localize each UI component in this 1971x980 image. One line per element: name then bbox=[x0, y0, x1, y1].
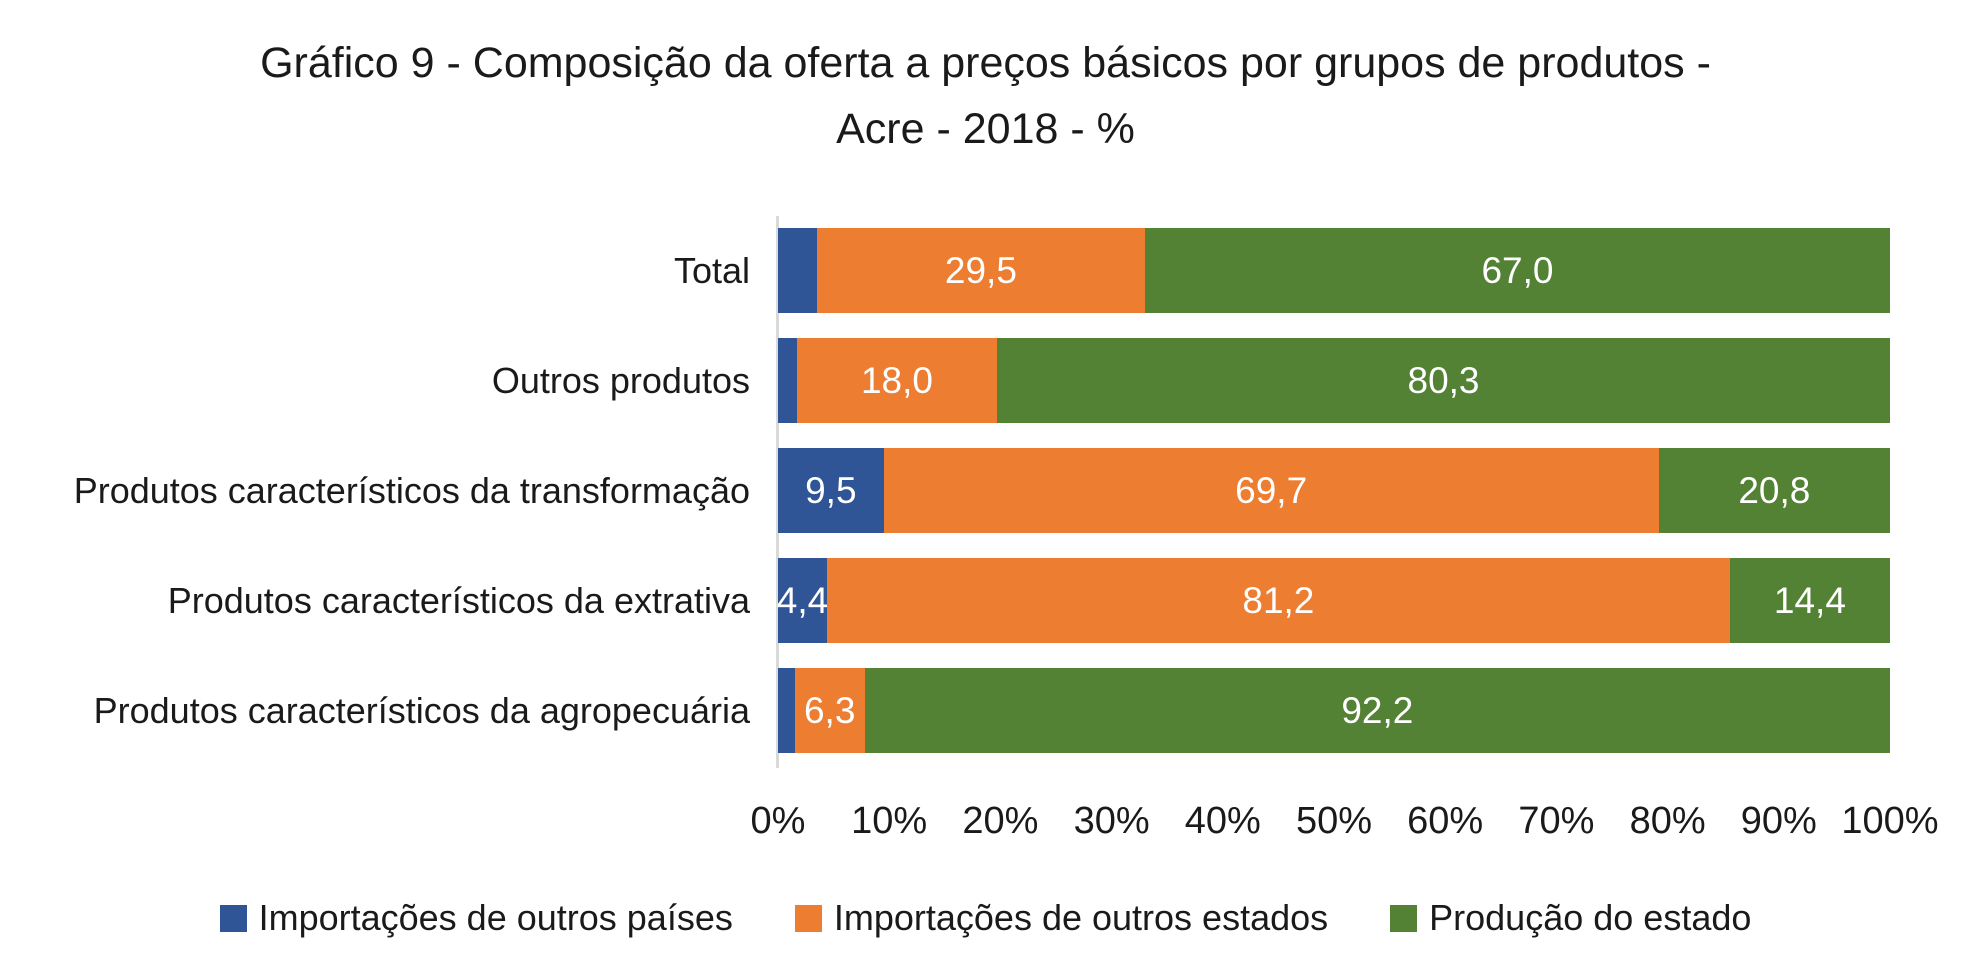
x-axis-tick: 10% bbox=[851, 800, 928, 842]
segment-imports-other-countries: 4,4 bbox=[776, 558, 829, 643]
segment-state-production: 80,3 bbox=[997, 338, 1890, 423]
x-axis-tick: 40% bbox=[1184, 800, 1261, 842]
category-label: Produtos característicos da transformaçã… bbox=[73, 469, 750, 511]
bar-row-transformacao: Produtos característicos da transformaçã… bbox=[0, 448, 1890, 533]
bar-row-agropecuaria: Produtos característicos da agropecuária… bbox=[0, 668, 1890, 753]
x-axis-tick: 90% bbox=[1740, 800, 1817, 842]
stacked-bar: 4,4 81,2 14,4 bbox=[776, 558, 1890, 643]
segment-state-production: 67,0 bbox=[1144, 228, 1890, 313]
plot-area: Total 29,5 67,0 Outros produtos 18,0 80,… bbox=[0, 228, 1890, 778]
segment-imports-other-states: 6,3 bbox=[794, 668, 865, 753]
chart-title-line-1: Gráfico 9 - Composição da oferta a preço… bbox=[260, 39, 1711, 87]
segment-value-label: 80,3 bbox=[1407, 359, 1480, 401]
stacked-bar: 9,5 69,7 20,8 bbox=[778, 448, 1890, 533]
segment-value-label: 81,2 bbox=[1242, 579, 1315, 621]
legend-swatch-blue bbox=[219, 904, 247, 932]
category-label: Total bbox=[673, 249, 750, 291]
x-axis-tick: 70% bbox=[1518, 800, 1595, 842]
segment-value-label: 14,4 bbox=[1773, 579, 1846, 621]
stacked-bar: 29,5 67,0 bbox=[778, 228, 1890, 313]
segment-imports-other-states: 18,0 bbox=[796, 338, 998, 423]
segment-imports-other-countries bbox=[778, 228, 817, 313]
category-label: Outros produtos bbox=[491, 359, 750, 401]
stacked-bar: 6,3 92,2 bbox=[778, 668, 1890, 753]
segment-value-label: 4,4 bbox=[776, 579, 829, 621]
bar-row-outros-produtos: Outros produtos 18,0 80,3 bbox=[0, 338, 1890, 423]
category-label: Produtos característicos da extrativa bbox=[167, 579, 750, 621]
x-axis-tick: 0% bbox=[750, 800, 806, 842]
legend-item-imports-other-states: Importações de outros estados bbox=[794, 897, 1329, 939]
segment-value-label: 69,7 bbox=[1235, 469, 1308, 511]
segment-value-label: 20,8 bbox=[1738, 469, 1811, 511]
y-axis-line bbox=[776, 216, 779, 768]
legend: Importações de outros países Importações… bbox=[0, 897, 1971, 939]
segment-value-label: 18,0 bbox=[860, 359, 933, 401]
segment-imports-other-states: 29,5 bbox=[816, 228, 1145, 313]
segment-value-label: 6,3 bbox=[803, 689, 856, 731]
segment-imports-other-states: 81,2 bbox=[826, 558, 1730, 643]
legend-label: Produção do estado bbox=[1429, 897, 1752, 938]
x-axis-tick: 50% bbox=[1295, 800, 1373, 842]
segment-value-label: 29,5 bbox=[944, 249, 1017, 291]
segment-imports-other-countries: 9,5 bbox=[778, 448, 884, 533]
segment-value-label: 9,5 bbox=[805, 469, 857, 511]
x-axis: 0% 10% 20% 30% 40% 50% 60% 70% 80% 90% 1… bbox=[751, 800, 1939, 846]
legend-swatch-orange bbox=[794, 904, 822, 932]
segment-state-production: 20,8 bbox=[1658, 448, 1890, 533]
x-axis-tick: 100% bbox=[1841, 800, 1939, 842]
category-label: Produtos característicos da agropecuária bbox=[93, 689, 750, 731]
legend-item-imports-other-countries: Importações de outros países bbox=[219, 897, 733, 939]
legend-swatch-green bbox=[1390, 904, 1418, 932]
stacked-bar: 18,0 80,3 bbox=[778, 338, 1890, 423]
x-axis-tick: 60% bbox=[1407, 800, 1484, 842]
segment-imports-other-countries bbox=[778, 668, 795, 753]
segment-value-label: 67,0 bbox=[1481, 249, 1554, 291]
segment-state-production: 92,2 bbox=[864, 668, 1890, 753]
segment-state-production: 14,4 bbox=[1729, 558, 1890, 643]
chart-title: Gráfico 9 - Composição da oferta a preço… bbox=[0, 30, 1971, 162]
x-axis-tick: 30% bbox=[1073, 800, 1150, 842]
bar-row-extrativa: Produtos característicos da extrativa 4,… bbox=[0, 558, 1890, 643]
bar-row-total: Total 29,5 67,0 bbox=[0, 228, 1890, 313]
segment-value-label: 92,2 bbox=[1341, 689, 1414, 731]
legend-item-state-production: Produção do estado bbox=[1390, 897, 1751, 939]
x-axis-tick: 80% bbox=[1629, 800, 1706, 842]
x-axis-tick: 20% bbox=[962, 800, 1039, 842]
legend-label: Importações de outros estados bbox=[833, 897, 1329, 938]
chart-title-line-2: Acre - 2018 - % bbox=[836, 105, 1135, 153]
segment-imports-other-countries bbox=[778, 338, 797, 423]
segment-imports-other-states: 69,7 bbox=[883, 448, 1659, 533]
legend-label: Importações de outros países bbox=[258, 897, 733, 938]
